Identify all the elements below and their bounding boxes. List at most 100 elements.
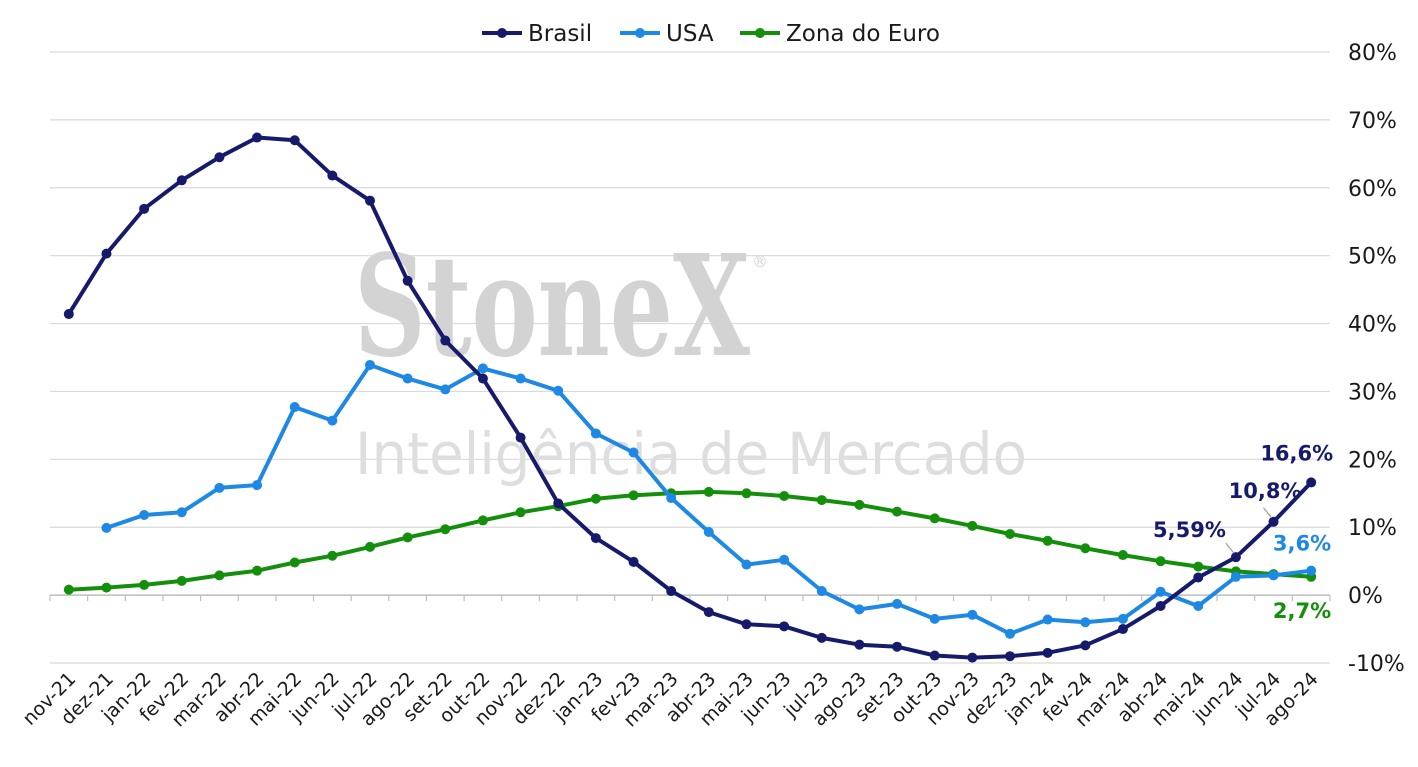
data-point [176, 575, 187, 586]
data-labels: 5,59%10,8% 16,6% 3,6% 2,7% [1153, 441, 1333, 622]
data-point [515, 373, 526, 384]
series-line-0 [67, 135, 1313, 660]
y-tick-label: 20% [1348, 448, 1397, 473]
data-point [1005, 651, 1015, 662]
data-point [289, 135, 300, 146]
data-point [1306, 565, 1317, 576]
y-tick-label: 40% [1348, 313, 1397, 338]
data-point [214, 152, 225, 163]
data-point [101, 582, 112, 593]
data-point [779, 621, 790, 632]
data-point [1080, 640, 1091, 651]
data-point [327, 415, 338, 426]
label-leader-line [1263, 507, 1272, 519]
y-tick-label: 80% [1348, 41, 1397, 66]
data-point [967, 520, 978, 531]
data-point [440, 384, 451, 395]
data-point [666, 586, 677, 597]
data-point [1042, 535, 1053, 546]
data-point [779, 554, 790, 565]
data-point [967, 652, 978, 663]
data-point [1155, 600, 1166, 611]
watermark-registered-mark: ® [752, 252, 768, 271]
data-point [628, 447, 639, 458]
data-point [327, 170, 338, 181]
data-point [1193, 572, 1204, 583]
data-point [289, 557, 300, 568]
data-point [252, 132, 263, 143]
y-tick-label: 10% [1348, 516, 1397, 541]
data-point [1193, 600, 1204, 611]
data-point [289, 402, 300, 413]
y-tick-label: 60% [1348, 177, 1397, 202]
data-point [590, 428, 601, 439]
series-line-2 [68, 489, 1312, 592]
data-point [139, 579, 150, 590]
data-point [402, 373, 413, 384]
data-point [1155, 586, 1166, 597]
watermark: StoneX ® Inteligência de Mercado [354, 225, 1027, 488]
legend-label: Zona do Euro [786, 21, 940, 47]
data-point [365, 359, 375, 370]
watermark-brand: StoneX [354, 225, 750, 389]
data-point [967, 609, 978, 620]
data-point [101, 248, 112, 259]
data-point [515, 507, 526, 518]
label-leader-line [1225, 542, 1235, 554]
data-point [1230, 552, 1241, 563]
data-point [477, 363, 488, 374]
data-point [1042, 647, 1053, 658]
y-tick-label: 70% [1348, 109, 1397, 134]
data-point [1230, 571, 1241, 582]
data-point [402, 532, 413, 543]
data-point [553, 498, 564, 509]
data-point [816, 495, 827, 506]
data-point [365, 195, 375, 206]
watermark-subtitle: Inteligência de Mercado [355, 420, 1027, 488]
data-point [703, 526, 714, 537]
data-point [1080, 543, 1091, 554]
data-point [892, 598, 903, 609]
data-point [929, 650, 940, 661]
data-point [553, 385, 564, 396]
legend-swatch-marker [755, 28, 765, 38]
data-point [741, 488, 752, 499]
data-point [214, 482, 225, 493]
y-tick-label: 50% [1348, 245, 1397, 270]
data-point [892, 641, 903, 652]
data-label: 10,8% [1229, 479, 1302, 503]
legend-label: Brasil [528, 21, 592, 47]
data-label: 3,6% [1273, 532, 1331, 556]
data-point [515, 432, 526, 443]
data-point [1005, 628, 1015, 639]
data-point [63, 309, 74, 320]
data-point [1268, 516, 1279, 527]
data-point [816, 632, 827, 643]
data-point [477, 515, 488, 526]
data-point [741, 559, 752, 570]
data-point [1268, 570, 1279, 581]
data-point [214, 570, 225, 581]
data-point [816, 586, 827, 597]
data-point [929, 613, 940, 624]
data-label: 16,6% [1260, 441, 1333, 465]
data-point [365, 541, 375, 552]
data-point [779, 490, 790, 501]
y-tick-label: -10% [1348, 652, 1405, 677]
data-point [327, 550, 338, 561]
data-point [63, 584, 74, 595]
data-point [1155, 556, 1166, 567]
data-point [1042, 614, 1053, 625]
data-point [1117, 613, 1128, 624]
data-point [703, 486, 714, 497]
data-point [590, 533, 601, 544]
data-point [1306, 477, 1317, 488]
series-layer [63, 132, 1317, 663]
legend: Brasil USA Zona do Euro [482, 21, 940, 47]
data-point [440, 335, 451, 346]
legend-swatch-marker [497, 28, 507, 38]
data-point [590, 493, 601, 504]
data-point [854, 604, 865, 615]
legend-swatch-marker [635, 28, 645, 38]
data-point [1117, 624, 1128, 635]
